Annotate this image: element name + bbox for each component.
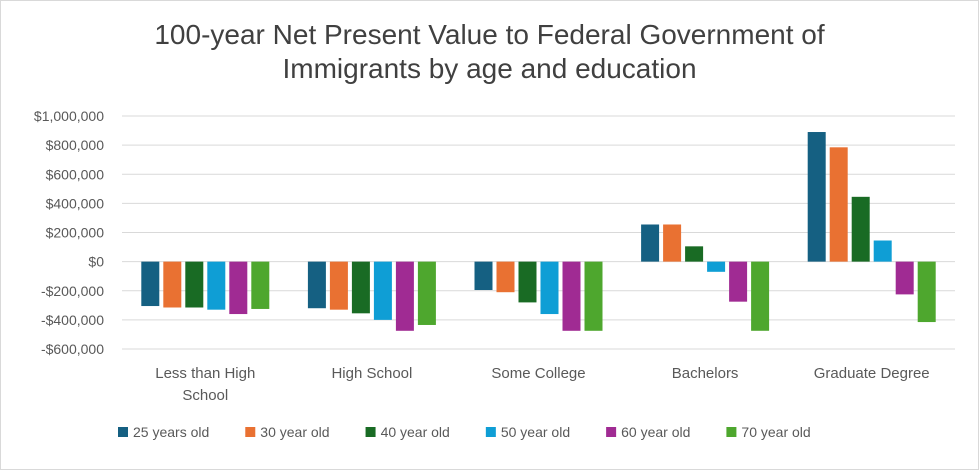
legend-label: 60 year old <box>621 424 690 440</box>
bar <box>829 147 848 262</box>
bar <box>329 261 348 310</box>
bar <box>229 261 248 315</box>
bar <box>518 261 537 303</box>
bar <box>141 261 160 307</box>
legend-swatch <box>726 427 737 437</box>
legend-swatch <box>245 427 256 437</box>
y-tick-label: $200,000 <box>46 225 105 241</box>
legend-label: 50 year old <box>501 424 570 440</box>
y-tick-label: $0 <box>88 254 104 270</box>
bars <box>141 132 936 331</box>
legend-swatch <box>606 427 617 437</box>
y-tick-label: -$600,000 <box>41 341 104 357</box>
chart-title-line-1: 100-year Net Present Value to Federal Go… <box>154 19 825 50</box>
legend-swatch <box>485 427 496 437</box>
x-category-label: Bachelors <box>672 365 739 382</box>
legend-label: 70 year old <box>741 424 810 440</box>
bar <box>251 261 270 309</box>
chart-title-line-2: Immigrants by age and education <box>282 53 697 84</box>
x-category-label: High School <box>331 365 412 382</box>
x-category-label: School <box>182 387 228 404</box>
legend-label: 25 years old <box>133 424 209 440</box>
bar <box>729 261 748 302</box>
y-tick-label: $800,000 <box>46 137 105 153</box>
x-axis: Less than High School High School Some Coll… <box>155 365 929 404</box>
bar <box>207 261 226 310</box>
bar <box>373 261 392 320</box>
bar <box>307 261 326 309</box>
bar <box>584 261 603 331</box>
legend-label: 30 year old <box>260 424 329 440</box>
legend-label: 40 year old <box>381 424 450 440</box>
y-tick-label: -$400,000 <box>41 312 104 328</box>
bar <box>474 261 493 291</box>
bar <box>395 261 414 331</box>
bar <box>540 261 559 315</box>
bar <box>917 261 936 323</box>
bar <box>496 261 515 293</box>
legend-swatch <box>365 427 376 437</box>
bar <box>351 261 370 314</box>
bar <box>663 224 682 262</box>
bar <box>417 261 436 325</box>
y-tick-label: -$200,000 <box>41 283 104 299</box>
x-category-label: Some College <box>491 365 585 382</box>
bar <box>851 196 870 262</box>
bar <box>707 261 726 272</box>
y-tick-label: $1,000,000 <box>34 108 104 124</box>
bar <box>751 261 770 331</box>
bar <box>185 261 204 308</box>
bar <box>685 246 704 262</box>
bar <box>873 240 892 262</box>
bar <box>807 132 826 262</box>
y-tick-label: $400,000 <box>46 195 105 211</box>
chart-title: 100-year Net Present Value to Federal Go… <box>0 18 979 86</box>
y-axis: $1,000,000 $800,000 $600,000 $400,000 $200,0… <box>34 108 104 357</box>
bar <box>641 224 660 262</box>
x-category-label: Less than High <box>155 365 255 382</box>
y-tick-label: $600,000 <box>46 166 105 182</box>
legend: 25 years old 30 year old 40 year old 50 yea… <box>118 424 811 440</box>
bar <box>895 261 914 295</box>
bar <box>562 261 581 331</box>
bar <box>163 261 182 308</box>
legend-swatch <box>118 427 128 437</box>
x-category-label: Graduate Degree <box>814 365 930 382</box>
